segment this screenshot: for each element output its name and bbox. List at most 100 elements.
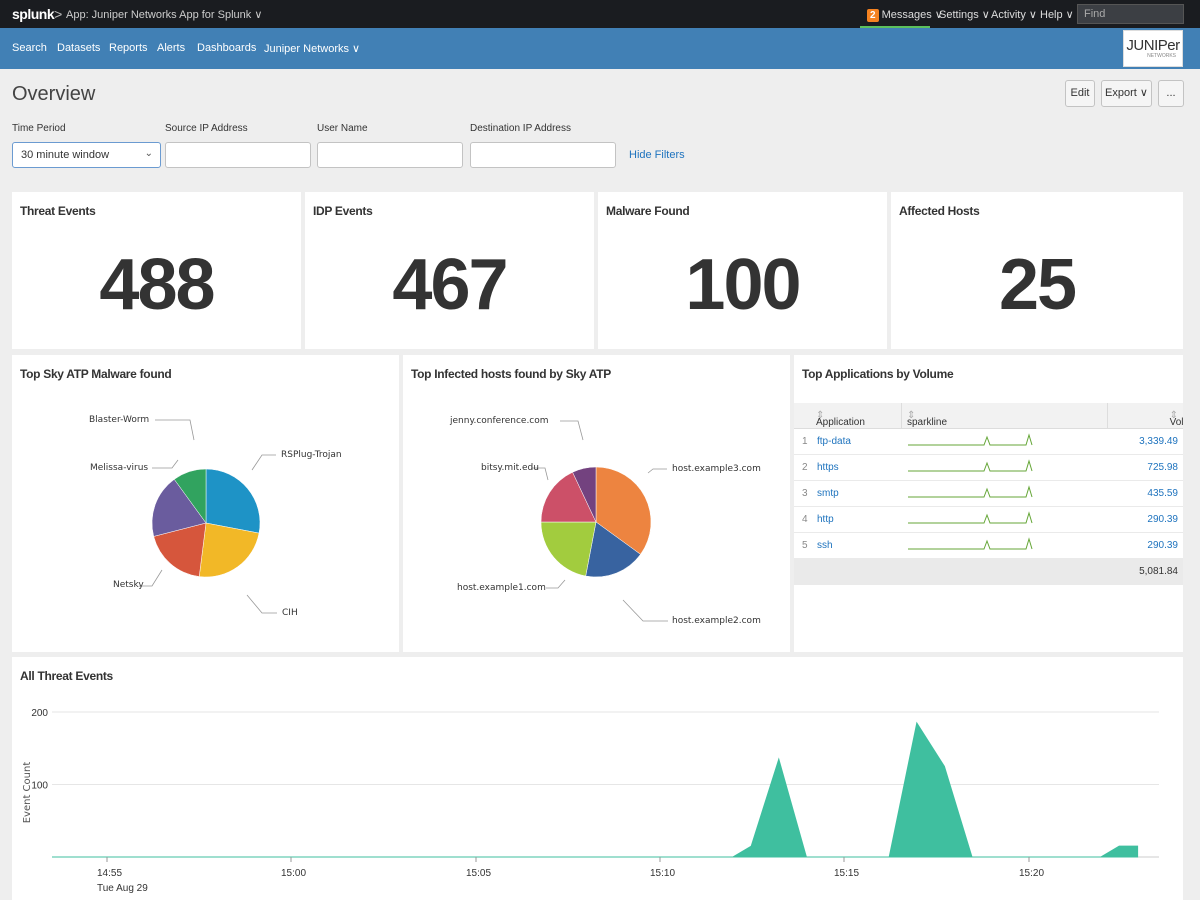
- messages-count-badge: 2: [867, 9, 879, 22]
- y-tick-label: 200: [31, 708, 48, 719]
- pie-slice-jenny-conference-com[interactable]: [572, 466, 597, 523]
- sparkline-line: [908, 511, 1033, 524]
- pie-label-blaster-worm: Blaster-Worm: [89, 415, 150, 425]
- column-header-volume[interactable]: Volume ⇕: [1170, 410, 1183, 428]
- pie-leader-line: [531, 467, 549, 481]
- app-menu[interactable]: App: Juniper Networks App for Splunk ∨: [66, 9, 263, 21]
- x-tick-label: 15:10: [650, 868, 675, 879]
- app-name-link[interactable]: http: [817, 514, 834, 525]
- hosts-pie-panel: Top Infected hosts found by Sky ATP jenn…: [403, 355, 790, 652]
- dest-ip-input[interactable]: [470, 142, 616, 168]
- panel-title: All Threat Events: [20, 669, 113, 683]
- volume-value[interactable]: 435.59: [1147, 488, 1178, 499]
- app-name-link[interactable]: smtp: [817, 488, 839, 499]
- volume-value[interactable]: 290.39: [1147, 514, 1178, 525]
- volume-total: 5,081.84: [1139, 566, 1178, 577]
- nav-dashboards[interactable]: Dashboards: [197, 42, 257, 54]
- nav-datasets[interactable]: Datasets: [57, 42, 101, 54]
- sparkline-line: [908, 433, 1033, 446]
- user-name-input[interactable]: [317, 142, 463, 168]
- pie-leader-line: [139, 569, 163, 587]
- pie-slice-rsplug-trojan[interactable]: [205, 468, 261, 534]
- volume-value[interactable]: 290.39: [1147, 540, 1178, 551]
- sparkline: [908, 485, 1033, 498]
- pie-slice-netsky[interactable]: [153, 522, 207, 577]
- kpi-panel-malware-found: Malware Found 100: [598, 192, 887, 349]
- panel-title: Top Infected hosts found by Sky ATP: [411, 367, 611, 381]
- kpi-title: IDP Events: [313, 204, 373, 218]
- sparkline-line: [908, 459, 1033, 472]
- dest-ip-label: Destination IP Address: [470, 123, 571, 134]
- panel-title: Top Sky ATP Malware found: [20, 367, 172, 381]
- kpi-value[interactable]: 25: [998, 245, 1077, 325]
- pie-leader-line: [560, 420, 584, 441]
- x-tick-label: 15:00: [281, 868, 306, 879]
- column-divider: [901, 403, 902, 429]
- x-tick-label: 15:05: [466, 868, 491, 879]
- pie-label-jenny-conference: jenny.conference.com: [450, 416, 549, 426]
- y-axis-label: Event Count: [22, 762, 33, 824]
- pie-slice-melissa-virus[interactable]: [151, 478, 207, 537]
- settings-menu[interactable]: Settings ∨: [939, 9, 990, 21]
- threat-events-area-chart[interactable]: 100 200 Event Count 14:55 15:00 15:05 15:10 15:…: [12, 657, 1183, 900]
- column-header-label: sparkline: [907, 417, 948, 428]
- pie-label-bitsy-mit: bitsy.mit.edu: [481, 463, 539, 473]
- messages-label: Messages ∨: [881, 9, 943, 21]
- time-period-select[interactable]: 30 minute window ⌄: [12, 142, 161, 168]
- table-row[interactable]: 2 https 725.98: [794, 455, 1183, 481]
- kpi-value[interactable]: 100: [685, 245, 801, 325]
- pie-slice-host-example1-com[interactable]: [540, 521, 597, 577]
- pie-slice-cih[interactable]: [198, 522, 260, 578]
- kpi-title: Affected Hosts: [899, 204, 980, 218]
- column-header-application[interactable]: Application ⇕: [816, 410, 865, 428]
- kpi-panel-affected-hosts: Affected Hosts 25: [891, 192, 1183, 349]
- page-title: Overview: [12, 83, 96, 105]
- find-input[interactable]: Find: [1077, 4, 1184, 24]
- row-index: 2: [802, 462, 808, 473]
- export-button[interactable]: Export ∨: [1101, 80, 1152, 107]
- nav-search[interactable]: Search: [12, 42, 47, 54]
- kpi-title: Malware Found: [606, 204, 690, 218]
- kpi-title: Threat Events: [20, 204, 96, 218]
- app-name-link[interactable]: https: [817, 462, 839, 473]
- pie-label-netsky: Netsky: [113, 580, 144, 590]
- table-row[interactable]: 5 ssh 290.39: [794, 533, 1183, 559]
- nav-reports[interactable]: Reports: [109, 42, 148, 54]
- table-row[interactable]: 3 smtp 435.59: [794, 481, 1183, 507]
- nav-juniper-networks[interactable]: Juniper Networks ∨: [264, 43, 361, 55]
- x-tick-label: 15:15: [834, 868, 859, 879]
- column-header-sparkline[interactable]: sparkline ⇕: [907, 410, 947, 428]
- x-tick-date-label: Tue Aug 29: [97, 883, 148, 894]
- pie-slice-host-example3-com[interactable]: [595, 466, 652, 555]
- row-index: 1: [802, 436, 808, 447]
- table-row[interactable]: 4 http 290.39: [794, 507, 1183, 533]
- table-row[interactable]: 1 ftp-data 3,339.49: [794, 429, 1183, 455]
- area-series[interactable]: [52, 721, 1139, 858]
- kpi-value[interactable]: 467: [392, 245, 508, 325]
- help-menu[interactable]: Help ∨: [1040, 9, 1074, 21]
- kpi-value[interactable]: 488: [99, 245, 215, 325]
- pie-leader-line: [647, 468, 667, 474]
- volume-value[interactable]: 725.98: [1147, 462, 1178, 473]
- chevron-down-icon: ⌄: [144, 148, 153, 159]
- splunk-logo[interactable]: splunk>: [12, 6, 62, 22]
- malware-pie-chart[interactable]: [12, 355, 399, 652]
- pie-slice-bitsy-mit-edu[interactable]: [540, 471, 597, 523]
- more-actions-button[interactable]: ...: [1158, 80, 1184, 107]
- x-tick-label: 14:55: [97, 868, 122, 879]
- messages-menu[interactable]: 2 Messages ∨: [867, 8, 943, 22]
- row-index: 5: [802, 540, 808, 551]
- pie-label-cih: CIH: [282, 608, 298, 618]
- hosts-pie-chart[interactable]: [403, 355, 790, 652]
- edit-button[interactable]: Edit: [1065, 80, 1095, 107]
- nav-alerts[interactable]: Alerts: [157, 42, 186, 54]
- volume-value[interactable]: 3,339.49: [1139, 436, 1178, 447]
- source-ip-input[interactable]: [165, 142, 311, 168]
- messages-active-indicator: [860, 26, 930, 28]
- pie-slice-blaster-worm[interactable]: [173, 468, 207, 524]
- app-name-link[interactable]: ssh: [817, 540, 833, 551]
- hide-filters-link[interactable]: Hide Filters: [629, 149, 685, 161]
- activity-menu[interactable]: Activity ∨: [991, 9, 1037, 21]
- pie-slice-host-example2-com[interactable]: [585, 521, 641, 578]
- app-name-link[interactable]: ftp-data: [817, 436, 851, 447]
